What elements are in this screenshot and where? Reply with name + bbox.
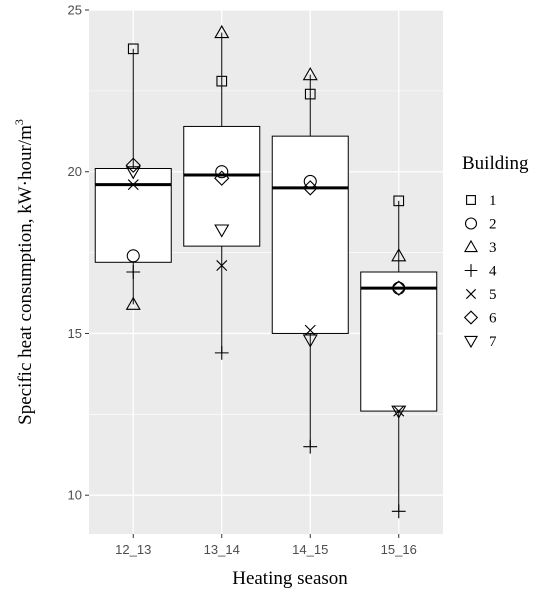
legend-label: 3 [489, 240, 497, 256]
point-building-1-square [216, 75, 228, 87]
y-tick-label: 10 [68, 488, 82, 503]
legend-key-triangle-down [464, 335, 478, 349]
legend-label: 6 [489, 311, 497, 327]
point-building-7-triangle-down [302, 334, 318, 348]
y-tick-label: 25 [68, 3, 82, 18]
x-axis-title: Heating season [232, 568, 348, 589]
y-axis: 10 15 20 25 [68, 3, 89, 503]
point-building-4-plus [126, 265, 141, 279]
points [125, 24, 407, 519]
point-building-6-diamond [214, 170, 230, 186]
point-building-5-cross [216, 260, 228, 272]
legend-key-diamond [463, 310, 479, 325]
x-tick-label: 12_13 [115, 542, 151, 557]
point-building-3-triangle-up [391, 248, 407, 262]
point-building-2-circle [215, 165, 229, 179]
point-building-4-plus [303, 439, 318, 454]
legend-key-plus [464, 264, 478, 277]
y-axis-title-text: Specific heat consumption, kW·hour/m [15, 125, 36, 425]
legend-key-triangle-up [464, 239, 478, 253]
point-building-5-cross [127, 179, 139, 191]
x-tick-label: 14_15 [292, 542, 328, 557]
legend-label: 7 [489, 334, 497, 350]
x-tick-label: 15_16 [381, 542, 417, 557]
y-tick-label: 15 [68, 326, 82, 341]
point-building-6-diamond [391, 280, 407, 296]
point-building-1-square [127, 43, 139, 55]
box-body [271, 135, 349, 334]
y-axis-title: Specific heat consumption, kW·hour/m3 [12, 119, 36, 425]
point-building-3-triangle-up [125, 296, 141, 310]
point-building-5-cross [393, 405, 405, 417]
legend-label: 2 [489, 217, 497, 233]
legend-key-cross [465, 288, 477, 300]
box-body [94, 167, 172, 263]
legend-label: 4 [489, 264, 497, 280]
box-body [360, 271, 438, 412]
y-axis-title-superscript: 3 [12, 119, 26, 125]
point-building-4-plus [391, 504, 406, 519]
point-building-6-diamond [125, 157, 141, 173]
point-building-2-circle [303, 174, 317, 188]
point-building-7-triangle-down [391, 405, 407, 419]
point-building-2-circle [392, 281, 406, 295]
point-building-6-diamond [302, 180, 318, 196]
x-tick-label: 13_14 [204, 542, 240, 557]
point-building-4-plus [214, 345, 229, 360]
legend-title: Building [462, 153, 529, 174]
point-building-3-triangle-up [302, 66, 318, 81]
legend-key-square [466, 195, 476, 205]
legend: Building 1 2 3 4 5 6 7 [462, 153, 529, 350]
y-tick-label: 20 [68, 164, 82, 179]
legend-label: 1 [489, 193, 497, 209]
point-building-1-square [393, 195, 405, 207]
point-building-1-square [304, 88, 316, 100]
point-building-5-cross [304, 324, 316, 336]
point-building-7-triangle-down [214, 224, 230, 238]
point-building-2-circle [126, 249, 140, 263]
point-building-7-triangle-down [125, 166, 141, 180]
box-body [183, 125, 261, 247]
point-building-3-triangle-up [214, 24, 230, 39]
legend-label: 5 [489, 287, 497, 303]
x-axis: 12_13 13_14 14_15 15_16 [115, 534, 417, 557]
boxes [94, 32, 438, 512]
legend-key-circle [464, 217, 478, 230]
